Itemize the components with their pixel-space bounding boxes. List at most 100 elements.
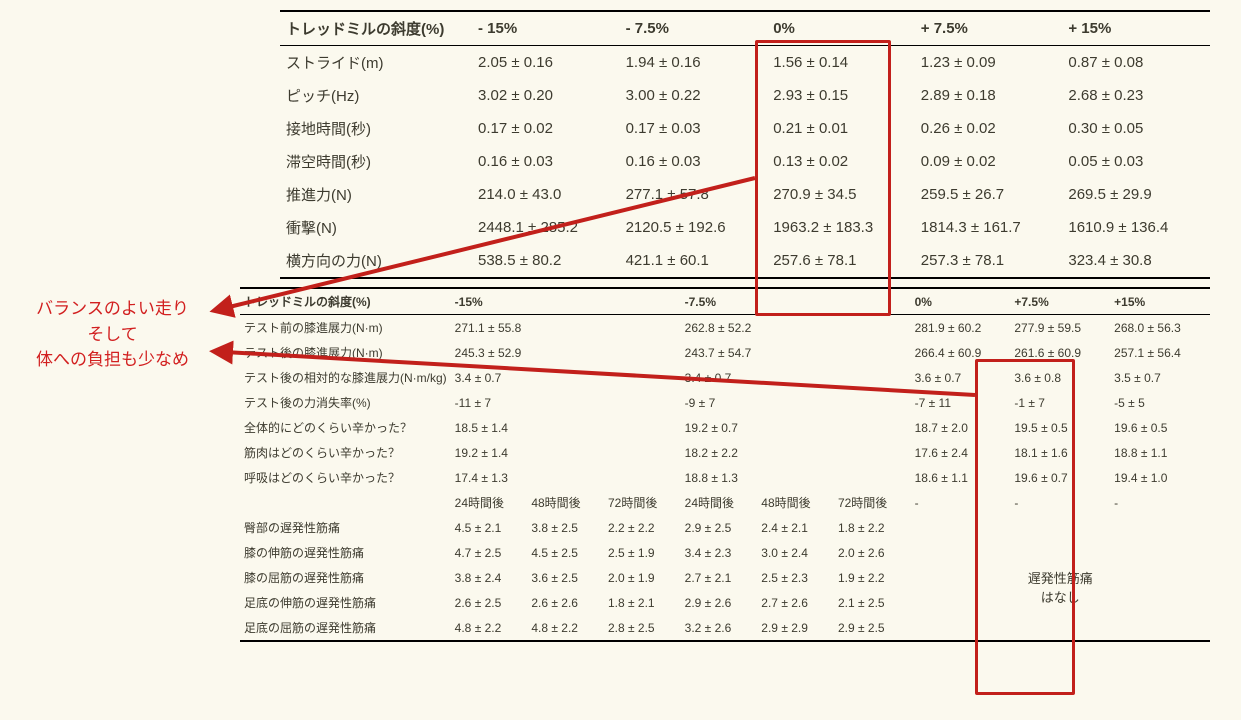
t2-col: -7.5% xyxy=(681,288,911,315)
t1-row-label: ストライド(m) xyxy=(280,46,472,80)
t1-cell: 2.89 ± 0.18 xyxy=(915,79,1063,112)
t2-cell: 2.5 ± 1.9 xyxy=(604,540,681,565)
t2-cell: 245.3 ± 52.9 xyxy=(451,340,681,365)
t2-cell: 277.9 ± 59.5 xyxy=(1010,315,1110,341)
t1-cell: 1.56 ± 0.14 xyxy=(767,46,915,80)
annotation-line: そして xyxy=(0,322,225,348)
t2-cell: 18.8 ± 1.1 xyxy=(1110,440,1210,465)
t2-cell: 2.9 ± 2.6 xyxy=(681,590,758,615)
t2-subheader: 24時間後 xyxy=(451,490,528,515)
t1-cell: 2.68 ± 0.23 xyxy=(1062,79,1210,112)
t2-cell: 3.4 ± 0.7 xyxy=(681,365,911,390)
t2-row-label: テスト後の膝進展力(N·m) xyxy=(240,340,451,365)
t2-subheader: 72時間後 xyxy=(604,490,681,515)
t2-row-label: テスト後の力消失率(%) xyxy=(240,390,451,415)
t1-col: + 15% xyxy=(1062,11,1210,46)
t2-subheader: 24時間後 xyxy=(681,490,758,515)
t1-row-label: 接地時間(秒) xyxy=(280,112,472,145)
t1-row-label: 衝撃(N) xyxy=(280,211,472,244)
t2-cell: 2.2 ± 2.2 xyxy=(604,515,681,540)
t2-cell: 2.8 ± 2.5 xyxy=(604,615,681,641)
t1-cell: 1814.3 ± 161.7 xyxy=(915,211,1063,244)
t2-cell: 3.8 ± 2.4 xyxy=(451,565,528,590)
t1-cell: 2.05 ± 0.16 xyxy=(472,46,620,80)
t1-row-label: 滞空時間(秒) xyxy=(280,145,472,178)
t2-row-label: 足底の屈筋の遅発性筋痛 xyxy=(240,615,451,641)
t2-cell: 19.2 ± 1.4 xyxy=(451,440,681,465)
t2-row-label: 呼吸はどのくらい辛かった？ xyxy=(240,465,451,490)
t2-cell: 262.8 ± 52.2 xyxy=(681,315,911,341)
t1-row-label: 横方向の力(N) xyxy=(280,244,472,278)
t2-cell: 2.0 ± 1.9 xyxy=(604,565,681,590)
t1-cell: 277.1 ± 57.8 xyxy=(620,178,768,211)
t2-row-label: 筋肉はどのくらい辛かった？ xyxy=(240,440,451,465)
t1-col: - 7.5% xyxy=(620,11,768,46)
t1-cell: 3.00 ± 0.22 xyxy=(620,79,768,112)
t2-cell: 4.8 ± 2.2 xyxy=(451,615,528,641)
t1-cell: 1.23 ± 0.09 xyxy=(915,46,1063,80)
t2-cell: 2.5 ± 2.3 xyxy=(757,565,834,590)
t2-cell: 257.1 ± 56.4 xyxy=(1110,340,1210,365)
t2-cell: 3.0 ± 2.4 xyxy=(757,540,834,565)
t2-cell: 2.9 ± 2.5 xyxy=(834,615,911,641)
t2-col: -15% xyxy=(451,288,681,315)
t2-cell: 18.5 ± 1.4 xyxy=(451,415,681,440)
t2-cell: 243.7 ± 54.7 xyxy=(681,340,911,365)
t2-cell: 261.6 ± 60.9 xyxy=(1010,340,1110,365)
t2-cell: 18.2 ± 2.2 xyxy=(681,440,911,465)
t1-row-label: 推進力(N) xyxy=(280,178,472,211)
t1-cell: 0.09 ± 0.02 xyxy=(915,145,1063,178)
t2-row-label: テスト後の相対的な膝進展力(N·m/kg) xyxy=(240,365,451,390)
t2-cell: 2.6 ± 2.6 xyxy=(527,590,604,615)
t2-cell: 19.2 ± 0.7 xyxy=(681,415,911,440)
t1-cell: 214.0 ± 43.0 xyxy=(472,178,620,211)
t2-subheader: 72時間後 xyxy=(834,490,911,515)
t2-cell: 18.7 ± 2.0 xyxy=(911,415,1011,440)
t2-cell: -5 ± 5 xyxy=(1110,390,1210,415)
t1-cell: 421.1 ± 60.1 xyxy=(620,244,768,278)
table1-container: トレッドミルの斜度(%) - 15% - 7.5% 0% + 7.5% + 15… xyxy=(280,10,1221,279)
t2-subheader: - xyxy=(1010,490,1110,515)
t1-cell: 259.5 ± 26.7 xyxy=(915,178,1063,211)
t2-cell: 4.5 ± 2.1 xyxy=(451,515,528,540)
t1-cell: 2.93 ± 0.15 xyxy=(767,79,915,112)
t2-cell: 2.9 ± 2.9 xyxy=(757,615,834,641)
t1-col: - 15% xyxy=(472,11,620,46)
t1-cell: 2448.1 ± 285.2 xyxy=(472,211,620,244)
t2-cell: -11 ± 7 xyxy=(451,390,681,415)
t2-cell: 17.4 ± 1.3 xyxy=(451,465,681,490)
t2-cell: 18.6 ± 1.1 xyxy=(911,465,1011,490)
t1-cell: 0.17 ± 0.02 xyxy=(472,112,620,145)
t2-cell: 4.7 ± 2.5 xyxy=(451,540,528,565)
t1-cell: 0.16 ± 0.03 xyxy=(472,145,620,178)
t1-col: 0% xyxy=(767,11,915,46)
t2-subheader: - xyxy=(1110,490,1210,515)
t2-cell: 17.6 ± 2.4 xyxy=(911,440,1011,465)
t2-subheader: 48時間後 xyxy=(527,490,604,515)
t2-cell: 271.1 ± 55.8 xyxy=(451,315,681,341)
t1-cell: 0.05 ± 0.03 xyxy=(1062,145,1210,178)
t1-cell: 0.13 ± 0.02 xyxy=(767,145,915,178)
table1: トレッドミルの斜度(%) - 15% - 7.5% 0% + 7.5% + 15… xyxy=(280,10,1210,279)
t2-cell: 268.0 ± 56.3 xyxy=(1110,315,1210,341)
t2-cell: 266.4 ± 60.9 xyxy=(911,340,1011,365)
t1-cell: 0.16 ± 0.03 xyxy=(620,145,768,178)
t1-cell: 1963.2 ± 183.3 xyxy=(767,211,915,244)
t2-cell: 2.4 ± 2.1 xyxy=(757,515,834,540)
t2-cell: 19.5 ± 0.5 xyxy=(1010,415,1110,440)
t2-col: +15% xyxy=(1110,288,1210,315)
t2-cell: 281.9 ± 60.2 xyxy=(911,315,1011,341)
t1-corner: トレッドミルの斜度(%) xyxy=(280,11,472,46)
t2-row-label: テスト前の膝進展力(N·m) xyxy=(240,315,451,341)
t2-row-label: 膝の伸筋の遅発性筋痛 xyxy=(240,540,451,565)
t1-cell: 0.21 ± 0.01 xyxy=(767,112,915,145)
t1-cell: 270.9 ± 34.5 xyxy=(767,178,915,211)
t2-cell: 2.1 ± 2.5 xyxy=(834,590,911,615)
t1-cell: 323.4 ± 30.8 xyxy=(1062,244,1210,278)
t2-col: +7.5% xyxy=(1010,288,1110,315)
t2-cell: 3.5 ± 0.7 xyxy=(1110,365,1210,390)
t1-cell: 1610.9 ± 136.4 xyxy=(1062,211,1210,244)
t2-cell: 19.4 ± 1.0 xyxy=(1110,465,1210,490)
t2-cell: 1.8 ± 2.1 xyxy=(604,590,681,615)
annotation-line: バランスのよい走り xyxy=(0,296,225,322)
